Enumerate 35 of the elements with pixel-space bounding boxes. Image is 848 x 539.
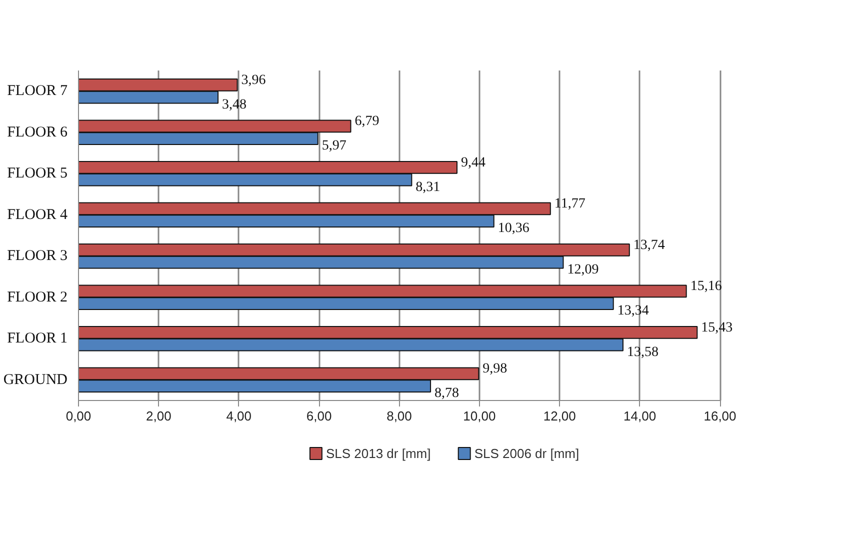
data-label: 3,48 [222, 97, 247, 112]
y-tick-label: FLOOR 1 [7, 330, 68, 347]
data-label: 13,58 [626, 344, 658, 360]
x-tick-label: 10,00 [463, 408, 496, 424]
data-label: 10,36 [498, 221, 530, 236]
data-label: 8,78 [434, 386, 460, 402]
legend-label: SLS 2006 dr [mm] [474, 446, 580, 461]
x-tick-label: 2,00 [146, 408, 172, 424]
data-label: 15,16 [690, 279, 722, 294]
y-tick-label: GROUND [3, 372, 68, 388]
x-tick-label: 12,00 [543, 408, 576, 424]
y-tick-label: FLOOR 3 [7, 248, 68, 264]
y-tick-label: FLOOR 4 [7, 206, 68, 223]
x-tick-label: 6,00 [306, 408, 332, 424]
data-label: 13,74 [633, 238, 665, 253]
data-label: 3,96 [241, 72, 266, 88]
x-tick-label: 8,00 [386, 408, 412, 424]
y-tick-label: FLOOR 7 [7, 83, 68, 100]
data-label: 12,09 [567, 262, 599, 278]
x-tick-label: 16,00 [704, 408, 736, 424]
data-label: 9,44 [460, 155, 486, 170]
x-tick-label: 14,00 [624, 408, 656, 424]
data-label: 11,77 [554, 196, 586, 212]
legend-label: SLS 2013 dr [mm] [326, 446, 431, 461]
x-tick-label: 0,00 [66, 408, 92, 424]
y-tick-label: FLOOR 5 [7, 166, 68, 182]
data-label: 15,43 [701, 320, 733, 336]
data-label: 8,31 [416, 180, 440, 195]
y-tick-label: FLOOR 2 [7, 289, 68, 306]
data-label: 13,34 [617, 304, 649, 319]
y-tick-label: FLOOR 6 [7, 124, 68, 140]
data-label: 6,79 [354, 114, 380, 130]
data-label: 5,97 [322, 138, 346, 154]
x-tick-label: 4,00 [226, 408, 252, 424]
data-label: 9,98 [482, 362, 508, 377]
